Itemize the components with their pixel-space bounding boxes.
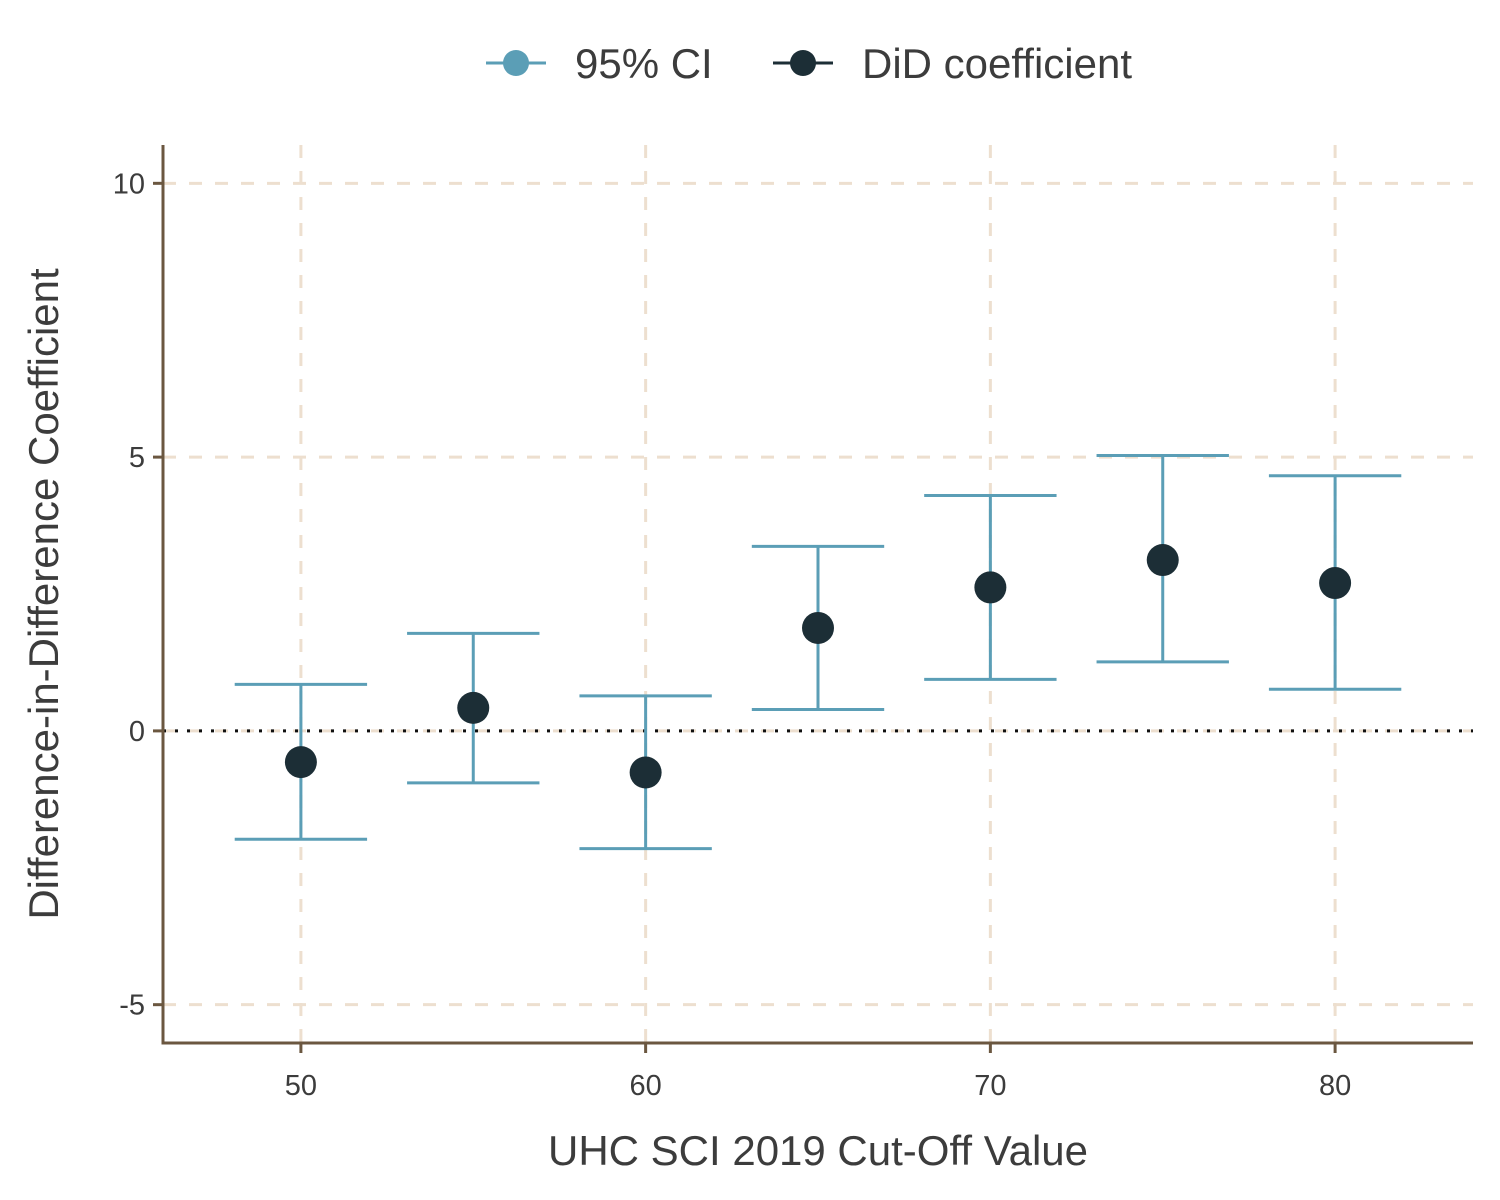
legend-item-ci: 95% CI: [486, 40, 713, 87]
coefficient-point: [802, 611, 834, 644]
coefficient-point: [457, 691, 490, 724]
coefficient-point: [284, 746, 317, 779]
coefficient-point: [1319, 567, 1352, 600]
x-tick-label: 60: [629, 1070, 661, 1102]
legend: 95% CI DiD coefficient: [486, 40, 1132, 87]
tick-labels: 50 60 70 80 -5 0 5 10: [113, 168, 1352, 1102]
legend-coef-label: DiD coefficient: [862, 40, 1132, 87]
x-tick-label: 50: [285, 1070, 317, 1102]
legend-item-coef: DiD coefficient: [773, 40, 1132, 87]
x-tick-label: 80: [1319, 1070, 1351, 1102]
legend-ci-dot-icon: [503, 50, 529, 76]
coefficient-point: [974, 571, 1007, 604]
ci-error-bars: [234, 453, 1402, 851]
legend-coef-dot-icon: [790, 50, 816, 76]
coefficient-point: [1146, 544, 1179, 577]
y-tick-label: 10: [113, 168, 145, 200]
axes: [153, 145, 1473, 1053]
y-tick-label: -5: [119, 990, 145, 1022]
x-tick-label: 70: [974, 1070, 1006, 1102]
coefficient-points: [284, 544, 1352, 789]
x-axis-title: UHC SCI 2019 Cut-Off Value: [548, 1127, 1088, 1174]
y-tick-label: 5: [129, 442, 145, 474]
coefficient-point: [629, 756, 662, 789]
legend-ci-label: 95% CI: [575, 40, 713, 87]
y-tick-label: 0: [129, 716, 145, 748]
y-axis-title: Difference-in-Difference Coefficient: [20, 268, 67, 920]
